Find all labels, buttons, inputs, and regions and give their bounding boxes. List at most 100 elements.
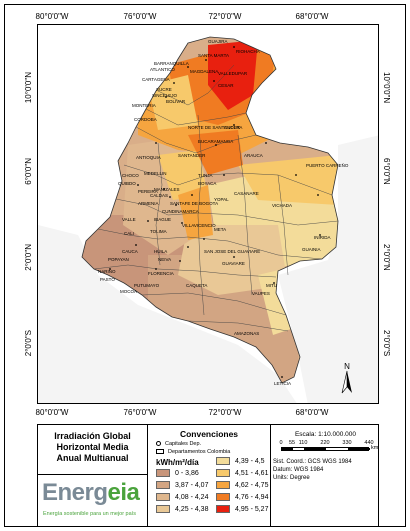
dept-label-cauca: CAUCA bbox=[122, 249, 138, 254]
logo-slogan: Energía sostenible para un mejor país bbox=[43, 511, 136, 517]
left-tick-2n: 2°0'0"N bbox=[24, 244, 33, 271]
left-tick-6n: 6°0'0"N bbox=[24, 158, 33, 185]
dept-label-vichada: VICHADA bbox=[272, 203, 292, 208]
dept-label-bolivar: BOLIVAR bbox=[166, 99, 186, 104]
scale-label-0: 0 bbox=[279, 440, 283, 446]
top-tick-68w: 68°0'0"W bbox=[295, 12, 329, 21]
scale-unit: km bbox=[371, 445, 379, 451]
city-label-quibdo: QUIBDO bbox=[118, 181, 136, 186]
city-label-monteria: MONTERIA bbox=[132, 103, 156, 108]
city-label-florencia: FLORENCIA bbox=[148, 271, 174, 276]
city-label-cartagena: CARTAGENA bbox=[142, 77, 170, 82]
legend-class-label: 4,95 - 5,27 bbox=[235, 505, 269, 513]
units: Units: Degree bbox=[273, 475, 310, 481]
north-label: N bbox=[344, 362, 350, 371]
legend-class-label: 4,51 - 4,61 bbox=[235, 469, 269, 477]
city-label-mitu: MITU bbox=[266, 283, 277, 288]
legend-capital-marker: Capitales Dep. bbox=[156, 441, 201, 447]
city-label-bogota: SANTAFE DE BOGOTA bbox=[170, 201, 218, 206]
dept-label-cundinamarca: CUNDINAMARCA bbox=[162, 209, 199, 214]
city-label-riohacha: RIOHACHA bbox=[236, 49, 260, 54]
city-label-cucuta: CUCUTA bbox=[224, 125, 242, 130]
dept-label-cordoba: CORDOBA bbox=[134, 117, 157, 122]
right-tick-2s: 2°0'0"S bbox=[382, 330, 391, 357]
legend-color-swatch bbox=[216, 493, 230, 501]
city-label-tunja: TUNJA bbox=[198, 173, 213, 178]
legend-color-swatch bbox=[156, 493, 170, 501]
left-tick-2s: 2°0'0"S bbox=[24, 330, 33, 357]
map-canvas: GUAJIRA CESAR MAGDALENA ATLANTICO BOLIVA… bbox=[37, 24, 379, 404]
dept-label-sucre: SUCRE bbox=[156, 87, 172, 92]
legend-color-swatch bbox=[156, 505, 170, 513]
legend-class-row: 4,95 - 5,27 bbox=[216, 505, 268, 513]
dept-label-huila: HUILA bbox=[154, 249, 167, 254]
colombia-outline bbox=[81, 36, 339, 384]
scale-label-440: 440 bbox=[364, 440, 374, 446]
neighbour-land bbox=[38, 225, 297, 403]
right-tick-10n: 10°0'0"N bbox=[382, 72, 391, 104]
map-title-line3: Anual Multianual bbox=[56, 453, 129, 463]
dept-label-magdalena: MAGDALENA bbox=[190, 69, 218, 74]
city-label-pereira: PEREIRA bbox=[138, 189, 158, 194]
dept-label-guainia: GUAINIA bbox=[302, 247, 321, 252]
dept-label-putumayo: PUTUMAYO bbox=[134, 283, 160, 288]
legend-class-label: 4,62 - 4,75 bbox=[235, 481, 269, 489]
coord-system: Sist. Coord.: GCS WGS 1984 bbox=[273, 459, 352, 465]
scale-label-110: 110 bbox=[298, 440, 308, 446]
legend-color-swatch bbox=[216, 469, 230, 477]
city-label-barranquilla: BARRANQUILLA bbox=[154, 61, 189, 66]
department-boundaries bbox=[93, 64, 339, 332]
dept-label-arauca: ARAUCA bbox=[244, 153, 263, 158]
map-title-line1: Irradiación Global bbox=[54, 431, 131, 441]
dept-label-caldas: CALDAS bbox=[150, 193, 168, 198]
legend-color-swatch bbox=[156, 469, 170, 477]
city-label-ibague: IBAGUE bbox=[154, 217, 171, 222]
scale-title: Escala: 1:10.000.000 bbox=[294, 431, 357, 438]
legend-capital-label: Capitales Dep. bbox=[165, 441, 202, 447]
city-label-valledupar: VALLEDUPAR bbox=[218, 71, 248, 76]
north-arrow: N bbox=[341, 362, 352, 394]
dept-label-cesar: CESAR bbox=[218, 83, 234, 88]
city-label-villavicencio: VILLAVICENCIO bbox=[182, 223, 216, 228]
capital-markers bbox=[109, 46, 321, 378]
dept-label-caqueta: CAQUETA bbox=[186, 283, 207, 288]
datum: Datum: WGS 1984 bbox=[273, 467, 324, 473]
city-label-neiva: NEIVA bbox=[158, 257, 171, 262]
legend-class-row: 4,08 - 4,24 bbox=[156, 493, 208, 501]
right-tick-6n: 6°0'0"N bbox=[382, 158, 391, 185]
legend-class-label: 4,25 - 4,38 bbox=[175, 505, 209, 513]
map-title-line2: Horizontal Media bbox=[56, 442, 129, 452]
dept-label-narino: NARIÑO bbox=[98, 268, 116, 274]
dept-label-meta: META bbox=[214, 227, 226, 232]
bottom-tick-80w: 80°0'0"W bbox=[35, 408, 69, 417]
legend-class-label: 4,08 - 4,24 bbox=[175, 493, 209, 501]
dept-label-norte-santander: NORTE DE SANTANDER bbox=[188, 125, 241, 130]
dept-label-antioquia: ANTIOQUIA bbox=[136, 155, 161, 160]
dept-label-santander: SANTANDER bbox=[178, 153, 206, 158]
legend-department-marker: Departamentos Colombia bbox=[156, 449, 230, 455]
city-label-medellin: MEDELLIN bbox=[144, 171, 167, 176]
scale-label-330: 330 bbox=[342, 440, 352, 446]
legend-class-row: 4,76 - 4,94 bbox=[216, 493, 268, 501]
neighbour-land-east bbox=[278, 135, 378, 403]
legend-class-row: 4,51 - 4,61 bbox=[216, 469, 268, 477]
energeia-logo: Energeia bbox=[42, 479, 140, 507]
city-label-mocoa: MOCOA bbox=[120, 289, 137, 294]
city-label-cali: CALI bbox=[124, 231, 134, 236]
legend-panel: Irradiación Global Horizontal Media Anua… bbox=[37, 424, 379, 527]
department-labels: GUAJIRA CESAR MAGDALENA ATLANTICO BOLIVA… bbox=[98, 39, 349, 386]
legend-department-label: Departamentos Colombia bbox=[168, 449, 231, 455]
city-label-pasto: PASTO bbox=[100, 277, 115, 282]
right-tick-2n: 2°0'0"N bbox=[382, 244, 391, 271]
legend-class-label: 4,76 - 4,94 bbox=[235, 493, 269, 501]
top-tick-76w: 76°0'0"W bbox=[123, 12, 157, 21]
city-label-sincelejo: SINCELEJO bbox=[152, 93, 178, 98]
colombia-irradiation-map: GUAJIRA CESAR MAGDALENA ATLANTICO BOLIVA… bbox=[38, 25, 378, 403]
legend-color-swatch bbox=[156, 481, 170, 489]
left-tick-10n: 10°0'0"N bbox=[24, 72, 33, 104]
bottom-tick-76w: 76°0'0"W bbox=[123, 408, 157, 417]
dept-label-tolima: TOLIMA bbox=[150, 229, 167, 234]
legend-class-row: 0 - 3,86 bbox=[156, 469, 199, 477]
map-title-block: Irradiación Global Horizontal Media Anua… bbox=[38, 425, 148, 475]
city-label-popayan: POPAYAN bbox=[108, 257, 129, 262]
